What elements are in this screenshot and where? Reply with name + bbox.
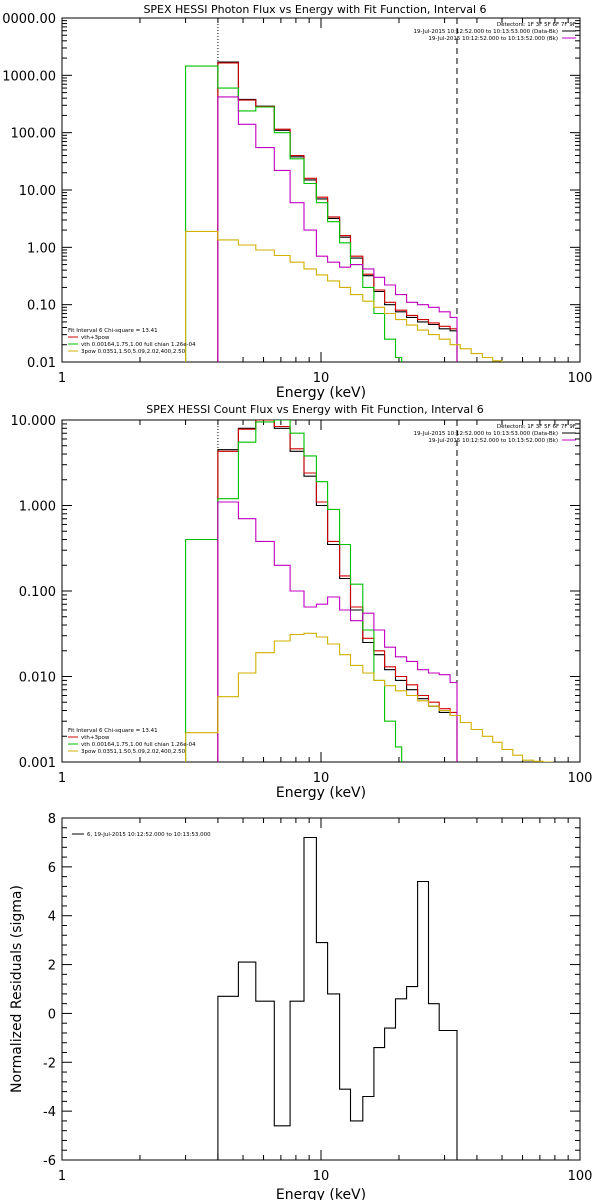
chart-title: SPEX HESSI Count Flux vs Energy with Fit… bbox=[146, 403, 483, 416]
y-tick-label: 2 bbox=[48, 959, 56, 974]
legend-entry-label: vth 0.00164,1.75,1.00 full chian 1.26e-0… bbox=[81, 742, 196, 748]
y-tick-label: 10.000 bbox=[11, 414, 57, 429]
y-tick-label: 6 bbox=[48, 861, 56, 876]
y-tick-label: 0.100 bbox=[19, 585, 56, 600]
chart-panel-1: SPEX HESSI Photon Flux vs Energy with Fi… bbox=[2, 3, 592, 401]
x-tick-label: 10 bbox=[313, 1169, 330, 1184]
x-tick-label: 1 bbox=[58, 771, 66, 786]
y-tick-label: 1.000 bbox=[19, 500, 56, 515]
series-line-1 bbox=[217, 420, 458, 762]
chart-title: SPEX HESSI Photon Flux vs Energy with Fi… bbox=[143, 3, 486, 16]
chart-panel-3: 1 10 100 Energy (keV) -6 -4 -2 0 2 4 6 8 Normalized … bbox=[9, 812, 592, 1200]
y-tick-label: 0.01 bbox=[27, 356, 56, 371]
legend-right: Detectors: 1F 3F 5F 6F 7F 9F19-Jul-2015 … bbox=[414, 424, 576, 444]
series-group bbox=[185, 61, 503, 362]
y-tick-label: 10.00 bbox=[19, 184, 56, 199]
y-tick-label: 0.010 bbox=[19, 671, 56, 686]
plot-frame bbox=[61, 419, 581, 763]
legend-left: Fit Interval 6 Chi-square = 13.41vth+3po… bbox=[68, 328, 196, 355]
series-line-1 bbox=[217, 836, 458, 1160]
legend-entry-label: 19-Jul-2015 10:12:52.000 to 10:13:53.000… bbox=[414, 29, 559, 35]
x-tick-label: 10 bbox=[313, 371, 330, 386]
y-tick-label: -2 bbox=[43, 1056, 56, 1071]
x-axis-label: Energy (keV) bbox=[276, 385, 366, 401]
legend-entry-label: 19-Jul-2015 10:12:52.000 to 10:13:52.000… bbox=[428, 36, 558, 42]
y-tick-label: 100.00 bbox=[11, 127, 57, 142]
legend-left: Fit Interval 6 Chi-square = 13.41vth+3po… bbox=[68, 728, 196, 755]
x-tick-label: 1 bbox=[58, 371, 66, 386]
y-axis-ticks: 0.01 0.10 1.00 10.00 100.00 1000.00 0000.00 bbox=[2, 12, 580, 371]
y-tick-label: 1.00 bbox=[27, 241, 56, 256]
series-line-4 bbox=[217, 501, 458, 762]
y-tick-label: -4 bbox=[43, 1105, 56, 1120]
legend-detectors: Detectors: 1F 3F 5F 6F 7F 9F bbox=[497, 22, 576, 28]
x-axis-ticks: 1 10 100 bbox=[58, 818, 593, 1184]
legend-detectors: Detectors: 1F 3F 5F 6F 7F 9F bbox=[497, 424, 576, 430]
series-line-5 bbox=[185, 632, 554, 762]
x-tick-label: 10 bbox=[313, 771, 330, 786]
legend-entry-label: vth 0.00164,1.75,1.00 full chian 1.26e-0… bbox=[81, 342, 196, 348]
legend-entry-label: 3pow 0.0351,1.50,5.09,2.02,400,2.50 bbox=[81, 749, 186, 755]
x-tick-label: 100 bbox=[568, 771, 593, 786]
legend-entry-label: 6, 19-Jul-2015 10:12:52.000 to 10:13:53.… bbox=[87, 832, 211, 838]
series-line-2 bbox=[217, 62, 458, 362]
x-axis-label: Energy (keV) bbox=[276, 1187, 366, 1200]
y-tick-label: 0000.00 bbox=[2, 12, 56, 27]
y-tick-label: 1000.00 bbox=[2, 69, 56, 84]
series-line-4 bbox=[217, 96, 458, 362]
series-group bbox=[217, 836, 458, 1160]
y-tick-label: -6 bbox=[43, 1154, 56, 1169]
legend-right: Detectors: 1F 3F 5F 6F 7F 9F19-Jul-2015 … bbox=[414, 22, 576, 42]
y-tick-label: 0 bbox=[48, 1007, 56, 1022]
series-line-1 bbox=[217, 61, 458, 362]
plot-frame bbox=[61, 817, 581, 1161]
x-tick-label: 100 bbox=[568, 371, 593, 386]
y-tick-label: 4 bbox=[48, 910, 56, 925]
x-axis-ticks: 1 10 100 bbox=[58, 18, 593, 386]
series-group bbox=[185, 420, 554, 762]
legend-entry-label: vth+3pow bbox=[81, 735, 110, 741]
y-tick-label: 0.001 bbox=[19, 756, 56, 771]
legend-left: 6, 19-Jul-2015 10:12:52.000 to 10:13:53.… bbox=[72, 832, 211, 838]
legend-entry-label: 3pow 0.0351,1.50,5.09,2.02,400,2.50 bbox=[81, 349, 186, 355]
y-axis-ticks: 0.001 0.010 0.100 1.000 10.000 bbox=[11, 414, 580, 771]
series-line-3 bbox=[185, 65, 403, 362]
series-line-2 bbox=[217, 420, 458, 762]
legend-fit-header: Fit Interval 6 Chi-square = 13.41 bbox=[68, 728, 158, 734]
y-tick-label: 8 bbox=[48, 812, 56, 827]
legend-entry-label: 19-Jul-2015 10:12:52.000 to 10:13:53.000… bbox=[414, 431, 559, 437]
chart-panel-2: SPEX HESSI Count Flux vs Energy with Fit… bbox=[11, 403, 593, 801]
plot-frame bbox=[61, 17, 581, 363]
legend-entry-label: vth+3pow bbox=[81, 335, 110, 341]
x-tick-label: 100 bbox=[568, 1169, 593, 1184]
x-axis-label: Energy (keV) bbox=[276, 785, 366, 801]
y-axis-ticks: -6 -4 -2 0 2 4 6 8 bbox=[43, 812, 580, 1169]
series-line-5 bbox=[185, 230, 503, 362]
x-axis-ticks: 1 10 100 bbox=[58, 420, 593, 786]
legend-entry-label: 19-Jul-2015 10:12:52.000 to 10:13:52.000… bbox=[428, 438, 558, 444]
y-tick-label: 0.10 bbox=[27, 299, 56, 314]
x-tick-label: 1 bbox=[58, 1169, 66, 1184]
legend-fit-header: Fit Interval 6 Chi-square = 13.41 bbox=[68, 328, 158, 334]
y-axis-label: Normalized Residuals (sigma) bbox=[9, 885, 25, 1093]
